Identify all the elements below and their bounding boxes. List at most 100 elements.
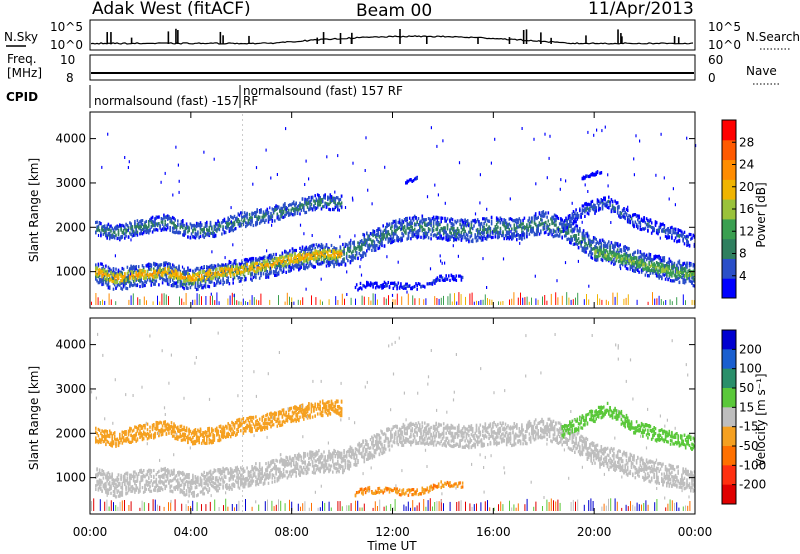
scatter-cell xyxy=(459,233,461,237)
scatter-cell xyxy=(606,254,609,258)
scatter-cell xyxy=(287,211,290,215)
scatter-cell xyxy=(678,234,681,238)
scatter-cell xyxy=(536,216,538,221)
scatter-cell xyxy=(129,276,131,280)
scatter-cell xyxy=(151,224,154,228)
beam-label: Beam 00 xyxy=(356,1,432,21)
scatter-cell xyxy=(260,256,262,260)
scatter-cell xyxy=(159,276,161,281)
scatter-cell xyxy=(258,266,261,271)
scatter-cell xyxy=(296,211,299,215)
scatter-cell xyxy=(444,229,446,233)
scatter-cell xyxy=(537,229,539,233)
scatter-cell xyxy=(174,275,176,279)
scatter-cell xyxy=(231,215,233,220)
scatter-cell xyxy=(163,216,165,220)
scatter-cell xyxy=(584,244,586,248)
scatter-cell xyxy=(111,226,113,230)
scatter-cell xyxy=(256,222,258,226)
scatter-cell xyxy=(637,259,639,263)
scatter-cell xyxy=(475,220,478,224)
scatter-cell xyxy=(245,213,247,217)
scatter-cell xyxy=(645,253,648,257)
scatter-cell xyxy=(329,196,332,200)
scatter-cell xyxy=(214,268,217,272)
scatter-cell xyxy=(252,261,255,265)
scatter-cell xyxy=(390,226,392,231)
scatter-cell xyxy=(474,233,476,237)
scatter-cell xyxy=(171,215,174,220)
scatter-cell xyxy=(353,247,355,251)
cpid-panel: CPID normalsound (fast) -157 RF normalso… xyxy=(6,84,403,108)
scatter-cell xyxy=(362,254,364,259)
scatter-cell xyxy=(188,272,190,277)
scatter-cell xyxy=(267,262,270,267)
scatter-cell xyxy=(424,223,426,227)
scatter-cell xyxy=(291,260,294,264)
scatter-cell xyxy=(454,219,456,223)
scatter-cell xyxy=(156,265,159,269)
scatter-cell xyxy=(183,276,185,280)
scatter-cell xyxy=(276,266,279,270)
scatter-cell xyxy=(577,213,580,218)
scatter-cell xyxy=(310,253,313,257)
band-4 xyxy=(561,195,696,248)
scatter-cell xyxy=(292,266,295,270)
scatter-cell xyxy=(218,222,221,226)
scatter-cell xyxy=(337,250,339,254)
scatter-cell xyxy=(281,215,284,219)
scatter-cell xyxy=(382,224,384,228)
scatter-cell xyxy=(306,205,309,209)
scatter-cell xyxy=(95,231,97,235)
scatter-cell xyxy=(174,225,176,229)
scatter-cell xyxy=(357,245,359,249)
scatter-cell xyxy=(151,215,154,219)
scatter-cell xyxy=(238,271,241,275)
scatter-cell xyxy=(250,219,252,223)
scatter-cell xyxy=(155,228,158,232)
scatter-cell xyxy=(197,278,199,282)
scatter-cell xyxy=(663,224,666,228)
scatter-cell xyxy=(686,261,688,265)
scatter-cell xyxy=(340,262,343,266)
scatter-cell xyxy=(219,281,222,285)
scatter-cell xyxy=(605,244,608,248)
scatter-cell xyxy=(358,245,361,249)
scatter-cell xyxy=(624,264,626,268)
scatter-cell xyxy=(507,236,509,240)
scatter-cell xyxy=(164,227,166,231)
freq-tick-bottom: 8 xyxy=(66,71,74,85)
scatter-cell xyxy=(218,281,221,285)
scatter-cell xyxy=(363,237,366,242)
scatter-cell xyxy=(555,218,557,222)
scatter-cell xyxy=(540,231,542,235)
scatter-cell xyxy=(161,222,164,226)
scatter-cell xyxy=(155,269,158,273)
scatter-cell xyxy=(130,227,132,231)
scatter-cell xyxy=(257,215,260,219)
scatter-cell xyxy=(563,219,566,223)
scatter-cell xyxy=(285,265,287,269)
scatter-cell xyxy=(198,271,200,275)
scatter-cell xyxy=(177,271,179,275)
scatter-cell xyxy=(207,228,209,233)
scatter-cell xyxy=(386,233,388,237)
scatter-cell xyxy=(310,198,313,202)
scatter-cell xyxy=(303,256,305,260)
scatter-cell xyxy=(193,273,195,278)
scatter-cell xyxy=(586,211,589,215)
scatter-cell xyxy=(161,217,164,221)
scatter-cell xyxy=(483,231,485,235)
scatter-cell xyxy=(184,275,187,280)
scatter-cell xyxy=(144,276,146,280)
scatter-cell xyxy=(547,232,550,236)
scatter-cell xyxy=(240,262,242,267)
scatter-cell xyxy=(329,262,332,267)
scatter-cell xyxy=(647,218,649,222)
scatter-cell xyxy=(183,272,185,276)
scatter-cell xyxy=(590,248,592,252)
scatter-cell xyxy=(314,251,316,255)
scatter-cell xyxy=(108,237,111,241)
scatter-cell xyxy=(224,225,227,229)
scatter-cell xyxy=(678,262,681,266)
